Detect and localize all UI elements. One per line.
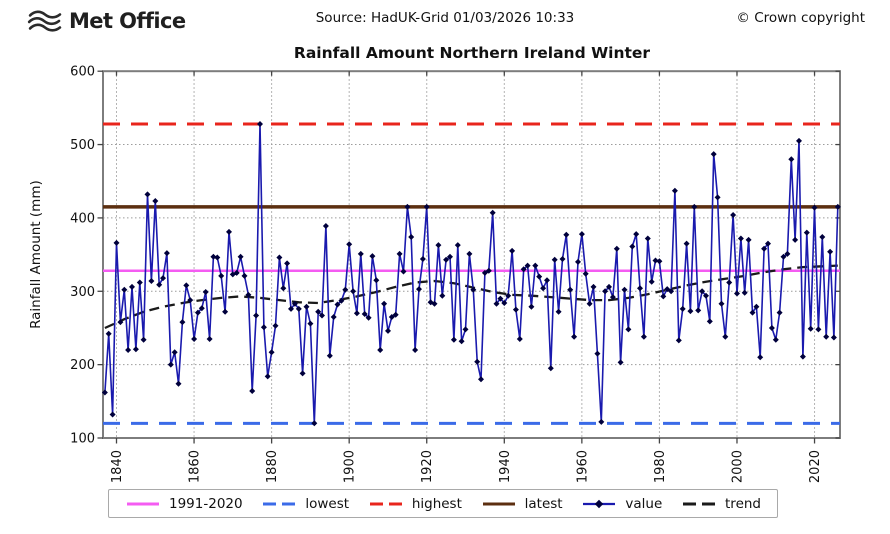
legend-swatch-icon [583,499,616,508]
x-tick-label: 1920 [420,450,435,483]
x-tick-label: 1860 [188,450,203,483]
axis-frame [102,70,841,439]
chart-legend: 1991-2020 lowest highest latest value trend [108,489,778,518]
legend-item-latest[interactable]: latest [481,496,563,512]
legend-label: lowest [305,495,350,512]
value-line [104,123,839,425]
legend-swatch-icon [263,502,296,505]
legend-label: value [625,495,663,512]
x-tick-label: 1940 [498,450,513,483]
legend-item-lowest[interactable]: lowest [261,496,349,512]
legend-item-highest[interactable]: highest [368,496,462,512]
met-office-waves-icon [27,10,62,32]
x-tick-label: 1840 [110,450,125,483]
met-office-logo: Met Office [26,7,186,35]
copyright-text: © Crown copyright [736,10,865,26]
logo-text: Met Office [69,9,186,33]
y-tick-label: 200 [70,358,95,373]
source-text: Source: HadUK-Grid 01/03/2026 10:33 [315,10,575,26]
y-tick-label: 500 [70,138,95,153]
legend-label: 1991-2020 [169,495,243,512]
x-tick-label: 1960 [575,450,590,483]
legend-item-trend[interactable]: trend [681,496,761,512]
y-tick-label: 400 [70,211,95,226]
y-tick-label: 600 [70,65,95,80]
y-tick-label: 100 [70,432,95,447]
legend-swatch-icon [683,502,716,505]
x-tick-label: 2020 [808,450,823,483]
chart-title: Rainfall Amount Northern Ireland Winter [293,44,651,62]
legend-item-value[interactable]: value [581,496,662,512]
legend-label: latest [524,495,563,512]
x-tick-label: 2000 [730,450,745,483]
legend-swatch-icon [369,502,402,505]
legend-label: highest [411,495,462,512]
x-tick-label: 1900 [343,450,358,483]
y-axis-title: Rainfall Amount (mm) [28,180,44,329]
x-tick-label: 1980 [653,450,668,483]
legend-label: trend [725,495,761,512]
legend-item-1991-2020[interactable]: 1991-2020 [125,496,243,512]
legend-swatch-icon [127,502,159,505]
legend-swatch-icon [482,502,515,505]
y-tick-label: 300 [70,285,95,300]
x-tick-label: 1880 [265,450,280,483]
